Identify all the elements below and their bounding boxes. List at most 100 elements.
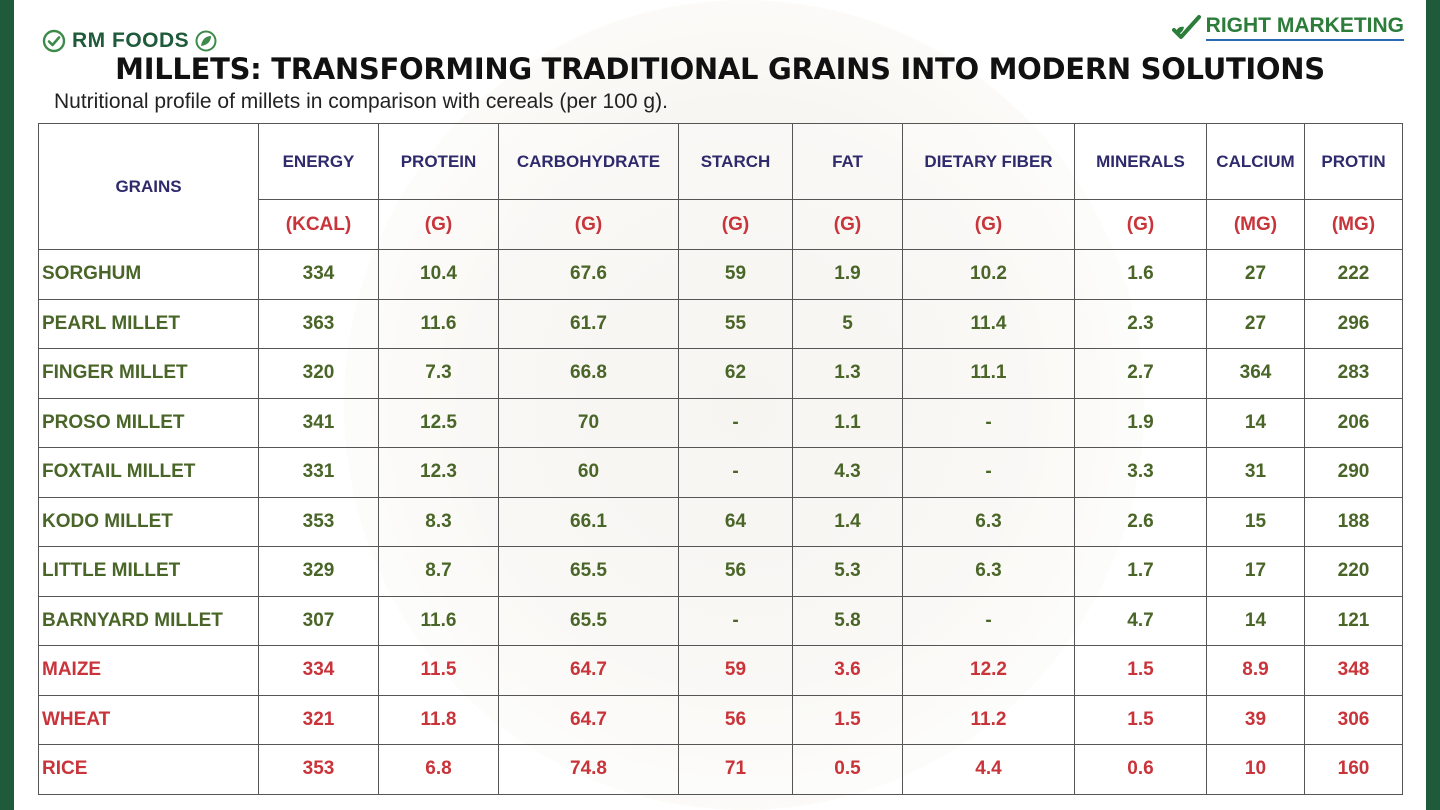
value-cell: 2.3 [1074, 298, 1207, 349]
value-cell: 1.3 [792, 348, 903, 399]
value-cell: 31 [1206, 447, 1305, 498]
value-cell: 70 [498, 397, 679, 448]
value-cell: 5.3 [792, 546, 903, 597]
value-cell: 11.8 [378, 694, 499, 745]
value-cell: 56 [678, 546, 793, 597]
value-cell: 283 [1304, 348, 1403, 399]
unit-header: (G) [902, 199, 1075, 250]
value-cell: 12.3 [378, 447, 499, 498]
check-circle-icon [42, 29, 66, 53]
leaf-icon [195, 30, 217, 52]
unit-header: (MG) [1206, 199, 1305, 250]
value-cell: 64.7 [498, 694, 679, 745]
value-cell: 1.7 [1074, 546, 1207, 597]
value-cell: 341 [258, 397, 379, 448]
table-row: FINGER MILLET 320 7.3 66.8 62 1.3 11.1 2.7 364 28… [38, 348, 1403, 399]
value-cell: 2.6 [1074, 496, 1207, 547]
value-cell: 12.2 [902, 645, 1075, 696]
value-cell: - [678, 397, 793, 448]
value-cell: 1.4 [792, 496, 903, 547]
table-row: SORGHUM 334 10.4 67.6 59 1.9 10.2 1.6 27 222 [38, 249, 1403, 300]
right-marketing-name: RIGHT MARKETING [1205, 14, 1404, 41]
value-cell: 14 [1206, 595, 1305, 646]
value-cell: 334 [258, 645, 379, 696]
grain-name-cell: MAIZE [38, 645, 259, 696]
value-cell: 1.1 [792, 397, 903, 448]
value-cell: 71 [678, 744, 793, 795]
value-cell: 121 [1304, 595, 1403, 646]
table-row: RICE 353 6.8 74.8 71 0.5 4.4 0.6 10 160 [38, 744, 1403, 795]
value-cell: 5 [792, 298, 903, 349]
value-cell: 8.9 [1206, 645, 1305, 696]
unit-header: (G) [678, 199, 793, 250]
table-row: LITTLE MILLET 329 8.7 65.5 56 5.3 6.3 1.7 17 220 [38, 546, 1403, 597]
value-cell: 306 [1304, 694, 1403, 745]
unit-header: (KCAL) [258, 199, 379, 250]
grain-name-cell: BARNYARD MILLET [38, 595, 259, 646]
unit-header: (G) [1074, 199, 1207, 250]
value-cell: 7.3 [378, 348, 499, 399]
value-cell: 17 [1206, 546, 1305, 597]
table-body: SORGHUM 334 10.4 67.6 59 1.9 10.2 1.6 27 222 PEARL… [38, 249, 1403, 795]
value-cell: 66.8 [498, 348, 679, 399]
value-cell: 64 [678, 496, 793, 547]
value-cell: 62 [678, 348, 793, 399]
value-cell: 220 [1304, 546, 1403, 597]
column-header: MINERALS [1074, 123, 1207, 200]
value-cell: 6.3 [902, 546, 1075, 597]
value-cell: 1.5 [1074, 694, 1207, 745]
value-cell: 8.3 [378, 496, 499, 547]
value-cell: 0.5 [792, 744, 903, 795]
value-cell: 2.7 [1074, 348, 1207, 399]
grain-name-cell: FINGER MILLET [38, 348, 259, 399]
unit-header: (G) [378, 199, 499, 250]
value-cell: 4.7 [1074, 595, 1207, 646]
table-row: WHEAT 321 11.8 64.7 56 1.5 11.2 1.5 39 306 [38, 694, 1403, 745]
unit-header: (MG) [1304, 199, 1403, 250]
value-cell: 59 [678, 645, 793, 696]
value-cell: 222 [1304, 249, 1403, 300]
table-row: PROSO MILLET 341 12.5 70-1.1-1.9 14 206 [38, 397, 1403, 448]
value-cell: - [902, 447, 1075, 498]
value-cell: 1.5 [792, 694, 903, 745]
rm-foods-name: RM FOODS [72, 29, 190, 52]
column-header: STARCH [678, 123, 793, 200]
value-cell: 11.6 [378, 298, 499, 349]
value-cell: - [678, 595, 793, 646]
page-title: MILLETS: TRANSFORMING TRADITIONAL GRAINS… [115, 52, 1325, 86]
value-cell: 329 [258, 546, 379, 597]
value-cell: 15 [1206, 496, 1305, 547]
value-cell: 11.2 [902, 694, 1075, 745]
value-cell: 65.5 [498, 595, 679, 646]
value-cell: 1.9 [792, 249, 903, 300]
value-cell: 334 [258, 249, 379, 300]
value-cell: 65.5 [498, 546, 679, 597]
value-cell: 10.4 [378, 249, 499, 300]
nutrition-table: GRAINS ENERGY PROTEIN CARBOHYDRATE STARC… [38, 123, 1403, 795]
value-cell: 11.6 [378, 595, 499, 646]
column-header: PROTIN [1304, 123, 1403, 200]
page: RM FOODS RIGHT MARKETING MILLETS: TRANSF… [14, 0, 1426, 810]
value-cell: 61.7 [498, 298, 679, 349]
grain-name-cell: PEARL MILLET [38, 298, 259, 349]
value-cell: 27 [1206, 298, 1305, 349]
value-cell: 10.2 [902, 249, 1075, 300]
value-cell: - [678, 447, 793, 498]
value-cell: 0.6 [1074, 744, 1207, 795]
table-row: PEARL MILLET 363 11.6 61.7 55 5 11.4 2.3 27 296 [38, 298, 1403, 349]
value-cell: 11.1 [902, 348, 1075, 399]
unit-header-row: (KCAL) (G) (G) (G) (G) (G) (G) (MG) (MG) [39, 199, 1403, 250]
value-cell: 59 [678, 249, 793, 300]
value-cell: 67.6 [498, 249, 679, 300]
unit-header: (G) [792, 199, 903, 250]
table-row: MAIZE 334 11.5 64.7 59 3.6 12.2 1.5 8.9 348 [38, 645, 1403, 696]
grain-name-cell: LITTLE MILLET [38, 546, 259, 597]
value-cell: 11.4 [902, 298, 1075, 349]
column-header: PROTEIN [378, 123, 499, 200]
value-cell: 290 [1304, 447, 1403, 498]
value-cell: 3.6 [792, 645, 903, 696]
value-cell: 39 [1206, 694, 1305, 745]
grains-header: GRAINS [38, 123, 259, 250]
rm-foods-logo: RM FOODS [42, 26, 217, 56]
value-cell: - [902, 595, 1075, 646]
